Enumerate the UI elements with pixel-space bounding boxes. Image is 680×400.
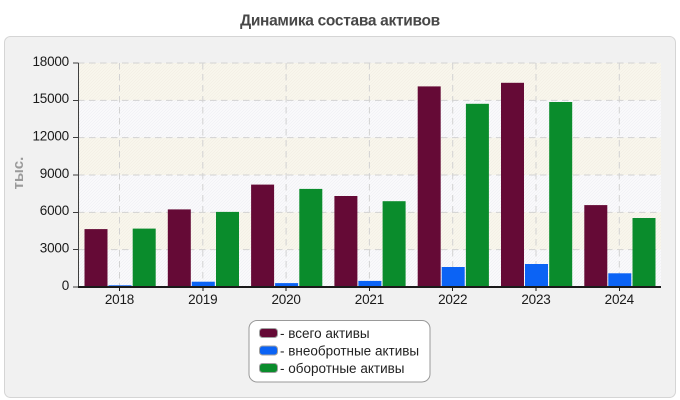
svg-text:12000: 12000 <box>32 129 69 144</box>
svg-text:2024: 2024 <box>605 292 635 307</box>
svg-text:15000: 15000 <box>32 91 69 106</box>
svg-text:- внеобротные активы: - внеобротные активы <box>280 343 419 358</box>
svg-text:2019: 2019 <box>188 292 217 307</box>
svg-text:2018: 2018 <box>105 292 134 307</box>
svg-text:6000: 6000 <box>40 203 69 218</box>
svg-text:2022: 2022 <box>438 292 467 307</box>
svg-text:9000: 9000 <box>40 166 69 181</box>
svg-text:Динамика состава активов: Динамика состава активов <box>240 12 440 29</box>
svg-text:2023: 2023 <box>521 292 550 307</box>
svg-text:тыс.: тыс. <box>10 157 27 190</box>
svg-text:0: 0 <box>62 278 69 293</box>
svg-text:3000: 3000 <box>40 241 69 256</box>
svg-text:2021: 2021 <box>355 292 384 307</box>
svg-text:18000: 18000 <box>32 54 69 69</box>
svg-text:- оборотные активы: - оборотные активы <box>280 361 404 376</box>
svg-text:2020: 2020 <box>271 292 300 307</box>
svg-text:- всего активы: - всего активы <box>280 326 370 341</box>
